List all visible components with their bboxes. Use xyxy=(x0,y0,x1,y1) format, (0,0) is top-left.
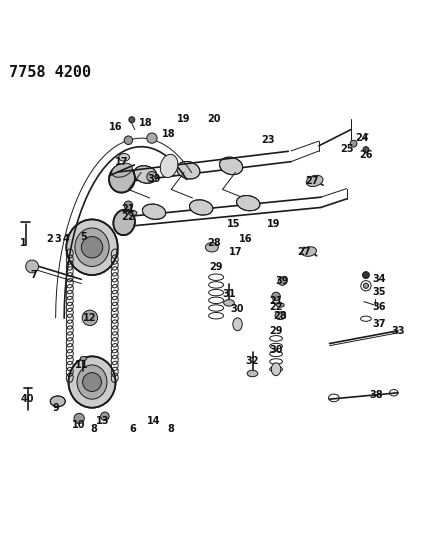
Text: 21: 21 xyxy=(122,204,135,214)
Ellipse shape xyxy=(160,155,178,177)
Ellipse shape xyxy=(275,312,286,320)
Text: 3: 3 xyxy=(54,233,61,244)
Text: 34: 34 xyxy=(372,274,386,284)
Text: 17: 17 xyxy=(229,247,242,256)
Text: 24: 24 xyxy=(355,133,369,143)
Circle shape xyxy=(124,136,133,144)
Ellipse shape xyxy=(306,175,323,187)
Text: 31: 31 xyxy=(222,289,236,300)
Ellipse shape xyxy=(66,220,118,275)
Circle shape xyxy=(272,292,280,301)
Text: 28: 28 xyxy=(273,311,287,321)
Circle shape xyxy=(74,413,84,424)
Text: 10: 10 xyxy=(72,420,86,430)
Text: 23: 23 xyxy=(261,135,274,145)
Text: 6: 6 xyxy=(129,424,136,434)
Circle shape xyxy=(147,133,157,143)
Text: 20: 20 xyxy=(207,114,221,124)
Text: 39: 39 xyxy=(147,174,161,184)
Text: 27: 27 xyxy=(306,176,319,186)
Text: 5: 5 xyxy=(80,231,87,241)
Text: 17: 17 xyxy=(115,157,129,167)
Text: 36: 36 xyxy=(372,302,386,312)
Circle shape xyxy=(278,277,287,285)
Ellipse shape xyxy=(109,165,135,192)
Ellipse shape xyxy=(302,247,316,256)
Text: 15: 15 xyxy=(226,219,240,229)
Circle shape xyxy=(26,260,39,273)
Text: 35: 35 xyxy=(372,287,386,297)
Text: 8: 8 xyxy=(168,424,175,434)
Text: 12: 12 xyxy=(83,313,97,323)
Text: 11: 11 xyxy=(74,360,88,370)
Text: 13: 13 xyxy=(96,416,110,425)
Text: 18: 18 xyxy=(139,118,152,128)
Text: 16: 16 xyxy=(109,123,122,132)
Text: 21: 21 xyxy=(269,296,283,306)
Circle shape xyxy=(129,117,135,123)
Text: 22: 22 xyxy=(269,302,283,312)
Ellipse shape xyxy=(80,357,86,361)
Ellipse shape xyxy=(119,154,129,161)
Text: 37: 37 xyxy=(372,319,386,329)
Text: 14: 14 xyxy=(147,416,161,425)
Text: 28: 28 xyxy=(207,238,221,248)
Circle shape xyxy=(350,140,357,147)
Ellipse shape xyxy=(276,303,284,307)
Circle shape xyxy=(363,147,369,152)
Circle shape xyxy=(124,201,133,209)
Ellipse shape xyxy=(247,370,258,377)
Text: 30: 30 xyxy=(269,345,283,355)
Circle shape xyxy=(101,412,109,421)
Ellipse shape xyxy=(271,363,281,376)
Text: 40: 40 xyxy=(21,394,35,404)
Text: 25: 25 xyxy=(340,144,354,154)
Ellipse shape xyxy=(134,166,157,183)
Text: 27: 27 xyxy=(297,247,311,256)
Ellipse shape xyxy=(220,157,243,175)
Ellipse shape xyxy=(68,357,116,408)
Text: 18: 18 xyxy=(162,129,176,139)
Circle shape xyxy=(83,373,101,391)
Text: 2: 2 xyxy=(46,233,53,244)
Text: 38: 38 xyxy=(370,390,383,400)
Text: 33: 33 xyxy=(391,326,405,336)
Circle shape xyxy=(363,283,369,288)
Circle shape xyxy=(363,272,369,278)
Text: 1: 1 xyxy=(20,238,27,248)
Text: 39: 39 xyxy=(276,277,289,286)
Text: 19: 19 xyxy=(177,114,191,124)
Text: 32: 32 xyxy=(246,356,259,366)
Text: 30: 30 xyxy=(231,304,244,314)
Ellipse shape xyxy=(237,196,260,211)
Ellipse shape xyxy=(128,211,137,215)
Text: 4: 4 xyxy=(63,233,70,244)
Ellipse shape xyxy=(205,243,218,252)
Text: 19: 19 xyxy=(267,219,281,229)
Text: 29: 29 xyxy=(209,262,223,271)
Ellipse shape xyxy=(113,209,135,235)
Ellipse shape xyxy=(177,161,200,179)
Text: 22: 22 xyxy=(122,212,135,222)
Text: 7758 4200: 7758 4200 xyxy=(9,66,91,80)
Text: 26: 26 xyxy=(359,150,373,160)
Ellipse shape xyxy=(223,300,235,306)
Text: 8: 8 xyxy=(91,424,98,434)
Ellipse shape xyxy=(51,396,65,407)
Ellipse shape xyxy=(112,163,132,177)
Ellipse shape xyxy=(233,318,242,330)
Text: 9: 9 xyxy=(52,403,59,413)
Ellipse shape xyxy=(75,228,109,266)
Circle shape xyxy=(81,237,103,258)
Ellipse shape xyxy=(143,204,166,220)
Ellipse shape xyxy=(190,200,213,215)
Circle shape xyxy=(147,172,157,182)
Text: 16: 16 xyxy=(239,233,253,244)
Ellipse shape xyxy=(77,365,107,399)
Text: 7: 7 xyxy=(31,270,38,280)
Circle shape xyxy=(82,310,98,326)
Text: 29: 29 xyxy=(269,326,283,336)
